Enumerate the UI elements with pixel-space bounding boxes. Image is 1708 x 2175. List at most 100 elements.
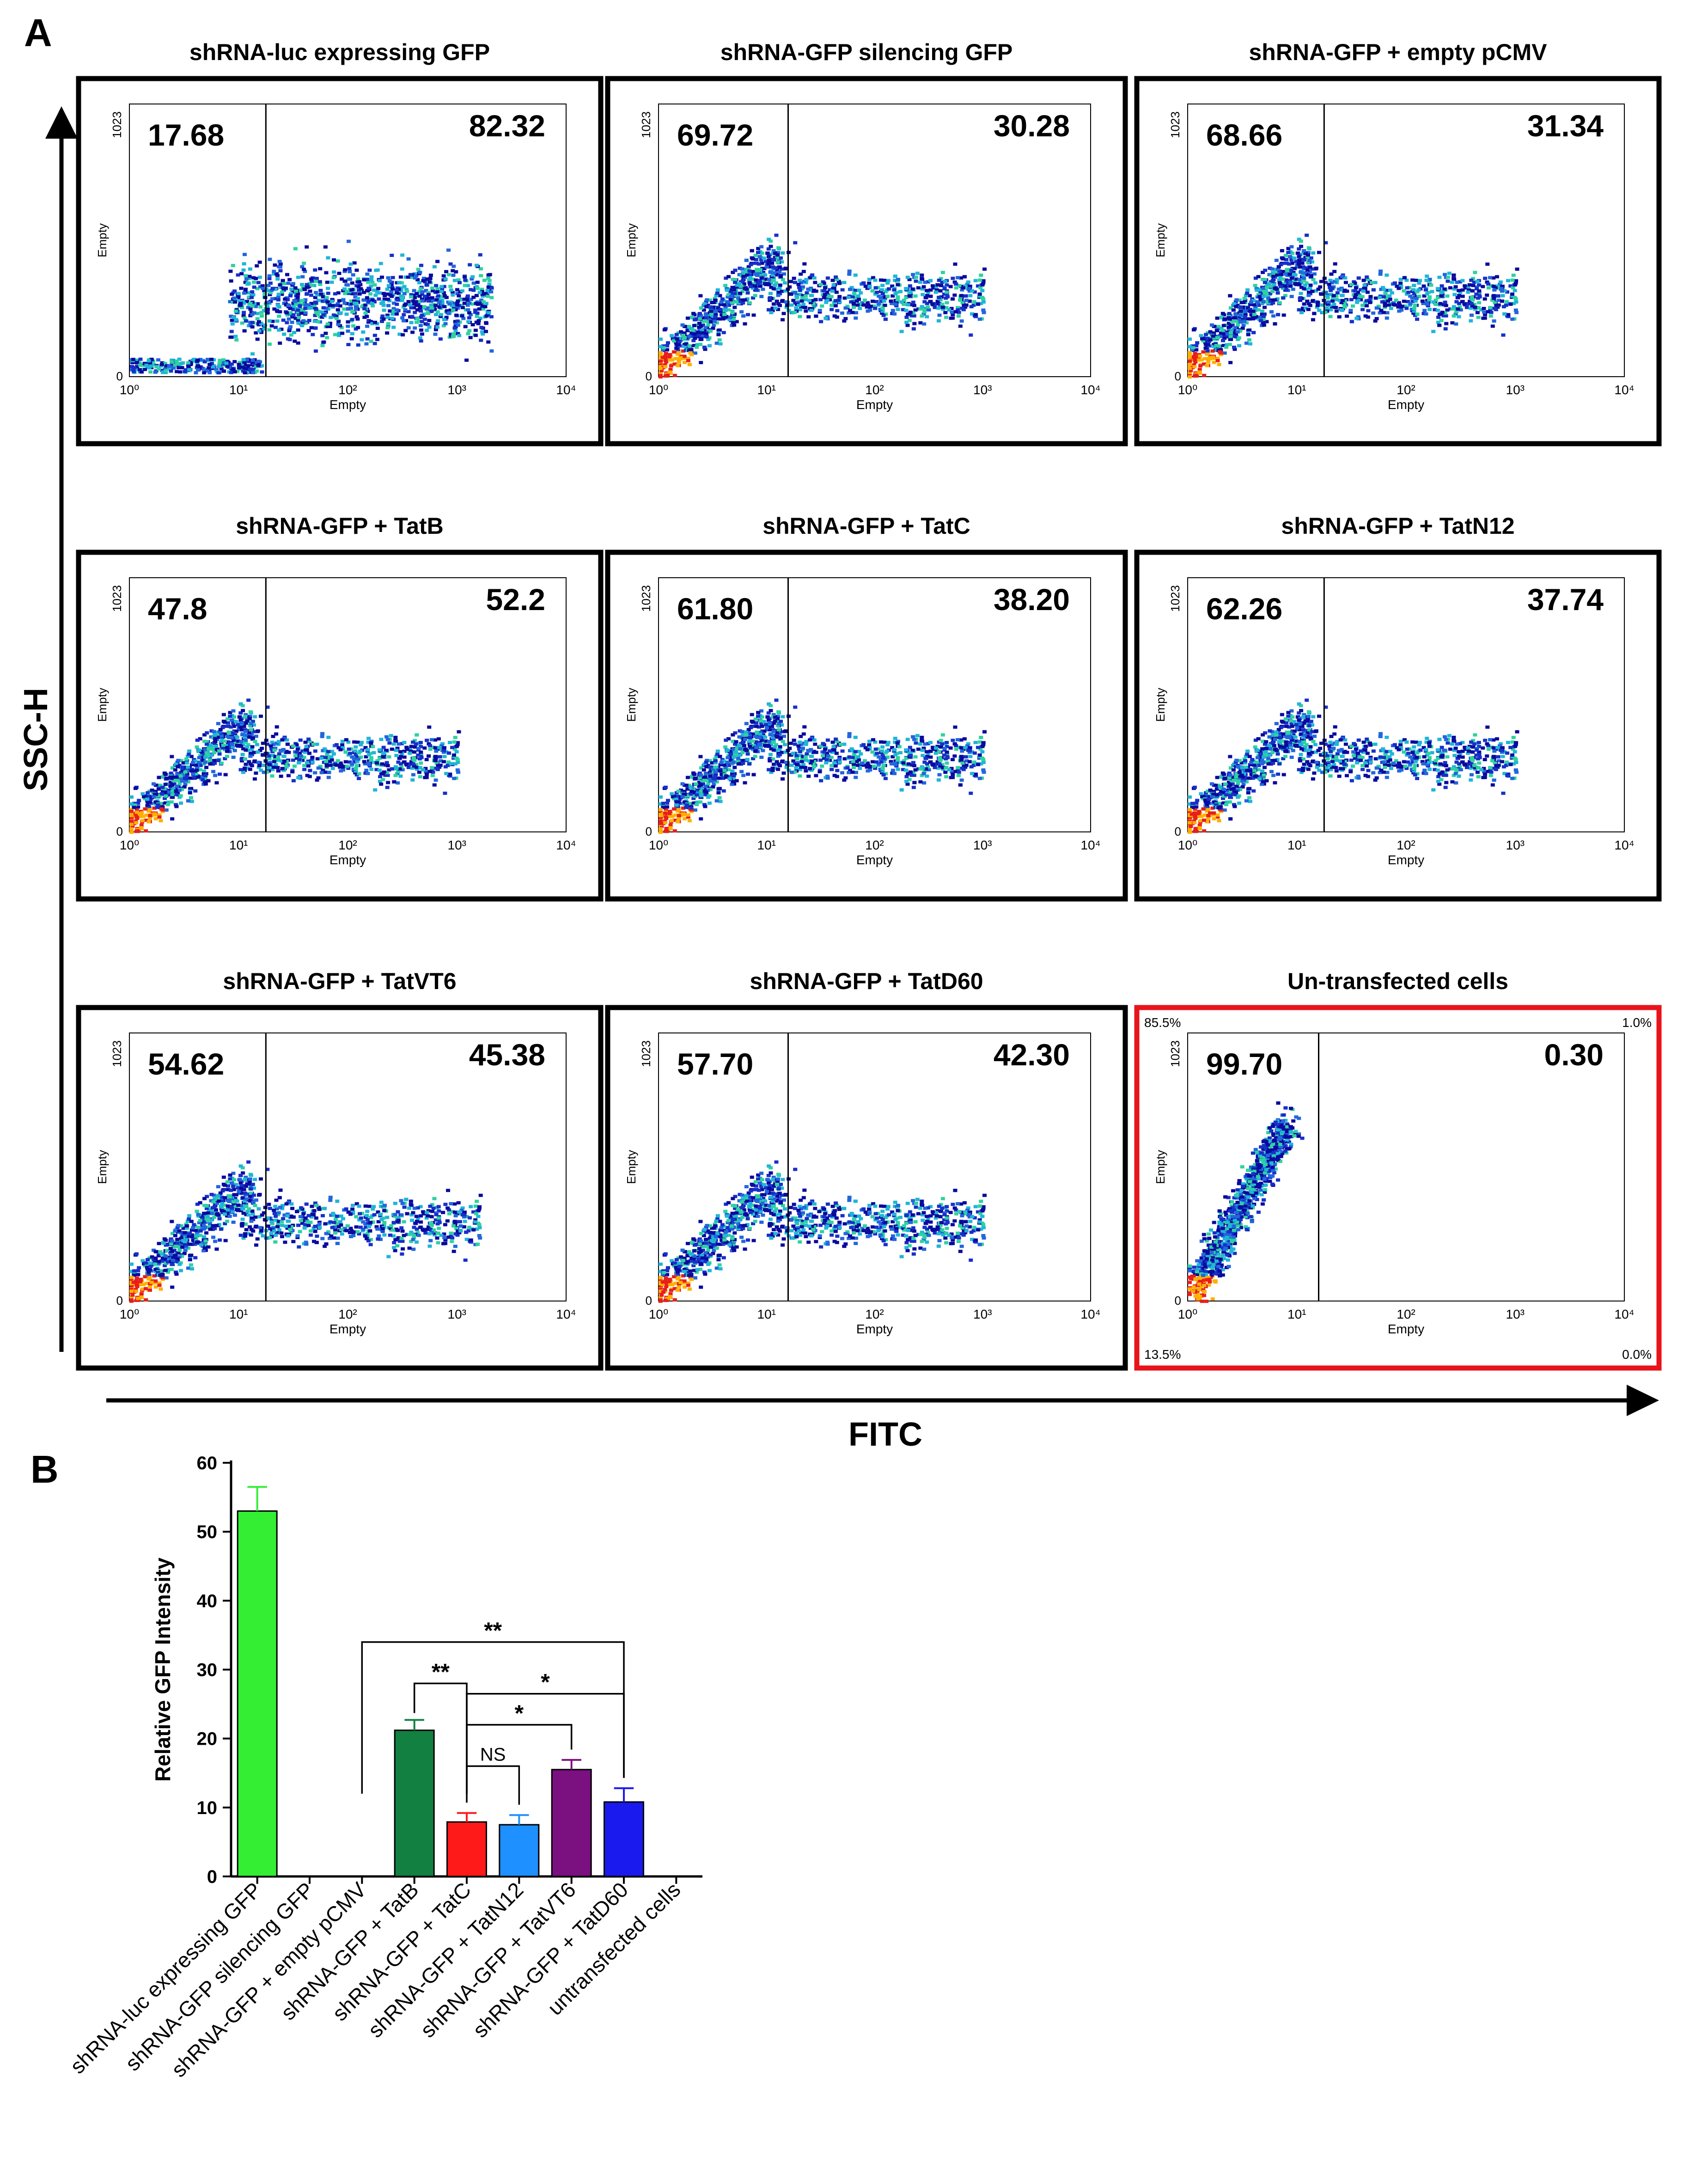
flow-event-dot <box>320 344 325 348</box>
flow-event-dot <box>300 299 305 303</box>
flow-event-dot <box>479 338 483 342</box>
flow-event-dot <box>243 316 247 320</box>
flow-event-dot <box>1218 350 1222 354</box>
flow-event-dot <box>1302 287 1306 291</box>
flow-event-dot <box>260 284 265 288</box>
flow-event-dot <box>688 351 693 355</box>
flow-event-dot <box>1330 299 1335 303</box>
flow-event-dot <box>186 363 190 367</box>
flow-event-dot <box>750 256 754 260</box>
flow-event-dot <box>302 268 306 271</box>
flow-event-dot <box>223 773 228 776</box>
flow-event-dot <box>390 294 394 298</box>
flow-event-dot <box>250 296 254 299</box>
flow-event-dot <box>1299 239 1303 243</box>
flow-event-dot <box>672 336 677 340</box>
flow-event-dot <box>737 299 742 303</box>
flow-event-dot <box>281 279 285 282</box>
flow-event-dot <box>412 289 416 293</box>
flow-event-dot <box>373 320 378 324</box>
flow-event-dot <box>972 290 977 294</box>
flow-event-dot <box>137 799 141 802</box>
flow-event-dot <box>228 300 232 304</box>
flow-event-dot <box>473 311 477 314</box>
flow-event-dot <box>1228 360 1233 364</box>
flow-event-dot <box>1471 284 1476 287</box>
flow-event-dot <box>732 323 737 327</box>
flow-event-dot <box>731 278 735 281</box>
flow-event-dot <box>226 360 231 364</box>
flow-event-dot <box>294 750 299 754</box>
flow-event-dot <box>751 313 756 317</box>
flow-event-dot <box>706 337 711 341</box>
flow-event-dot <box>349 337 354 341</box>
flow-event-dot <box>412 750 417 754</box>
flow-event-dot <box>420 293 425 296</box>
flow-event-dot <box>713 315 718 318</box>
flow-event-dot <box>291 301 296 305</box>
flow-event-dot <box>273 325 278 329</box>
flow-event-dot <box>275 319 280 323</box>
flow-event-dot <box>690 315 695 319</box>
flow-event-dot <box>1271 275 1276 278</box>
flow-event-dot <box>1262 305 1267 309</box>
flow-event-dot <box>684 346 689 349</box>
flow-event-dot <box>354 305 359 309</box>
flow-event-dot <box>934 285 939 288</box>
flow-event-dot <box>1360 304 1365 307</box>
flow-event-dot <box>768 265 772 269</box>
flow-event-dot <box>267 300 271 304</box>
flow-event-dot <box>458 298 462 302</box>
flow-event-dot <box>685 316 690 320</box>
flow-event-dot <box>1284 288 1289 292</box>
flow-event-dot <box>692 332 697 336</box>
flow-event-dot <box>257 260 262 264</box>
flow-event-dot <box>408 303 412 307</box>
flow-event-dot <box>776 246 781 250</box>
flow-event-dot <box>1287 262 1292 266</box>
flow-event-dot <box>337 299 342 303</box>
flow-event-dot <box>1234 298 1239 302</box>
flow-event-dot <box>354 745 358 749</box>
flow-event-dot <box>267 342 272 346</box>
flow-event-dot <box>146 820 151 824</box>
flow-event-dot <box>1506 313 1511 317</box>
flow-event-dot <box>1270 290 1275 293</box>
flow-event-dot <box>250 352 255 356</box>
flow-event-dot <box>453 329 458 332</box>
flow-event-dot <box>1220 328 1225 332</box>
flow-event-dot <box>1238 313 1243 317</box>
flow-panel-title: shRNA-luc expressing GFP <box>189 39 490 65</box>
flow-event-dot <box>758 268 762 272</box>
flow-event-dot <box>342 287 347 291</box>
flow-event-dot <box>1221 339 1226 342</box>
flow-event-dot <box>775 299 779 303</box>
flow-event-dot <box>229 279 233 283</box>
flow-event-dot <box>764 277 769 281</box>
flow-event-dot <box>950 297 955 301</box>
flow-event-dot <box>484 322 488 325</box>
flow-event-dot <box>262 292 267 295</box>
flow-event-dot <box>245 367 250 371</box>
flow-event-dot <box>369 320 373 324</box>
flow-event-dot <box>922 310 927 314</box>
flow-event-dot <box>146 359 151 363</box>
flow-event-dot <box>772 258 776 262</box>
flow-event-dot <box>254 277 258 281</box>
flow-event-dot <box>390 317 395 320</box>
flow-event-dot <box>979 274 983 277</box>
flow-event-dot <box>435 260 440 263</box>
flow-event-dot <box>410 315 415 318</box>
flow-event-dot <box>479 298 484 302</box>
flow-event-dot <box>201 367 206 371</box>
flow-event-dot <box>385 315 390 319</box>
flow-event-dot <box>718 308 723 312</box>
flow-event-dot <box>703 348 708 351</box>
flow-event-dot <box>947 308 952 312</box>
flow-event-dot <box>733 278 738 282</box>
flow-event-dot <box>825 276 830 280</box>
flow-x-axis-label: Empty <box>329 397 366 412</box>
flow-event-dot <box>196 364 201 368</box>
flow-event-dot <box>867 284 872 288</box>
flow-event-dot <box>811 302 816 306</box>
